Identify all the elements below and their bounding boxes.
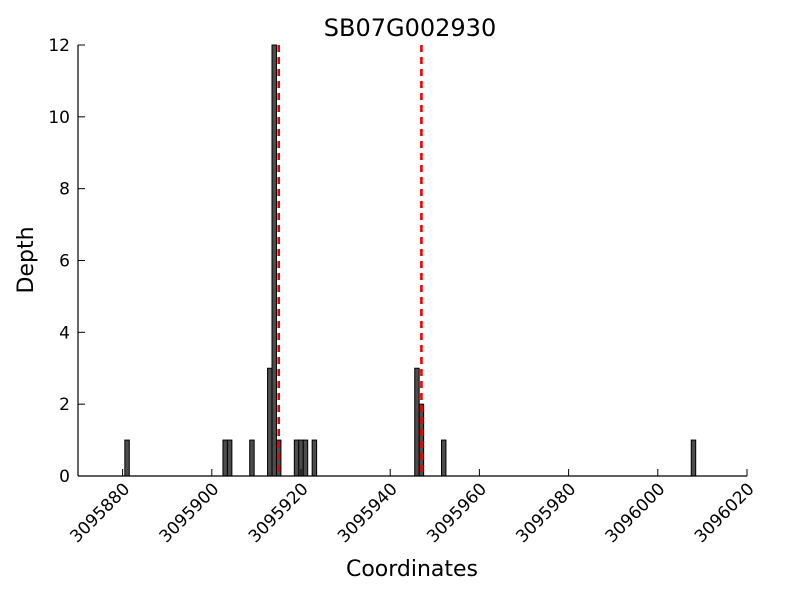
x-tick-label: 3095960 [423,479,491,547]
depth-bar [249,439,255,477]
depth-bar [267,367,273,477]
depth-bar [222,439,228,477]
y-axis-label: Depth [14,226,39,293]
depth-bar [124,439,130,477]
x-axis-label: Coordinates [346,557,478,582]
y-tick-label: 2 [59,395,70,415]
x-tick-label: 3095980 [512,479,580,547]
x-tick-label: 3095900 [156,479,224,547]
marker-lines [277,45,423,476]
x-tick-label: 3095920 [245,479,313,547]
depth-bar [414,367,420,477]
y-axis-ticks: 0 2 4 6 8 10 12 [48,36,85,487]
depth-bar [226,439,233,477]
depth-bar [311,439,318,477]
depth-bar [271,44,277,477]
x-tick-label: 3095940 [334,479,402,547]
y-tick-label: 6 [59,252,70,272]
x-tick-label: 3095880 [66,479,134,547]
depth-bar [293,439,300,477]
y-tick-label: 10 [48,108,70,128]
chart-title: SB07G002930 [324,14,496,42]
depth-bar [440,439,447,477]
x-tick-label: 3096000 [602,479,670,547]
y-tick-label: 8 [59,180,70,200]
y-tick-label: 0 [59,467,70,487]
depth-bar [690,439,697,477]
bar-series [124,44,697,477]
depth-bar [302,439,309,477]
axes [77,45,747,477]
x-axis-ticks: 3095880 3095900 3095920 3095940 3095960 30959… [66,469,759,547]
x-tick-label: 3096020 [691,479,759,547]
y-tick-label: 12 [48,36,70,56]
y-tick-label: 4 [59,323,70,343]
